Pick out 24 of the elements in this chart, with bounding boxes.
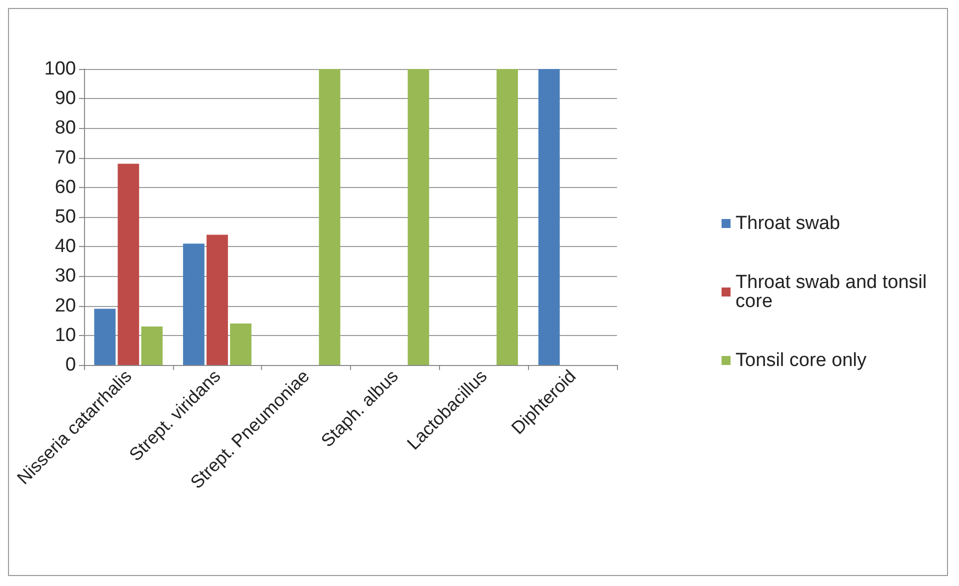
bar (408, 69, 430, 365)
y-tick-label: 60 (54, 176, 76, 198)
y-tick-label: 80 (54, 118, 76, 139)
y-tick-label: 40 (54, 236, 76, 258)
legend-label: Tonsil core only (736, 350, 868, 371)
y-tick-label: 30 (54, 266, 76, 287)
y-tick-label: 100 (44, 58, 76, 80)
legend-label: Throat swab (736, 213, 840, 234)
legend-label: Throat swab and tonsil core (736, 272, 932, 312)
bar (183, 244, 204, 365)
bar (141, 326, 163, 365)
bar (206, 234, 228, 365)
bar (94, 308, 116, 365)
y-tick-label: 0 (65, 354, 76, 376)
bar (118, 164, 140, 365)
bar (230, 324, 252, 365)
y-tick-label: 10 (54, 324, 76, 346)
y-tick-label: 90 (54, 88, 76, 110)
y-tick-label: 50 (54, 206, 76, 228)
bar (318, 69, 340, 365)
y-tick-label: 20 (54, 295, 76, 316)
bar (496, 69, 518, 365)
y-tick-label: 70 (54, 147, 76, 168)
bar (538, 69, 560, 365)
